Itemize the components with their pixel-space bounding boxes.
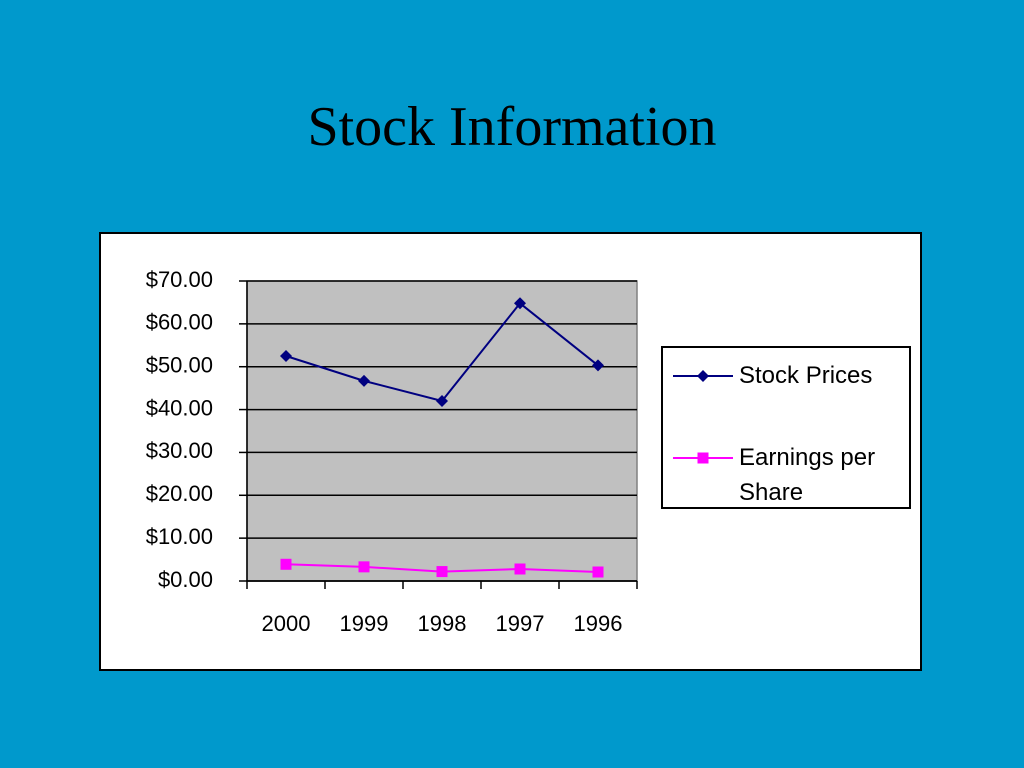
x-tick-label: 1997 bbox=[496, 611, 545, 636]
y-tick-label: $60.00 bbox=[146, 310, 213, 335]
legend-entry: Stock Prices bbox=[673, 358, 909, 393]
marker bbox=[592, 566, 604, 578]
legend: Stock Prices Earnings per Share bbox=[661, 346, 911, 509]
y-tick-label: $70.00 bbox=[146, 267, 213, 292]
legend-swatch bbox=[673, 370, 733, 382]
legend-swatch bbox=[673, 452, 733, 464]
marker bbox=[358, 374, 370, 387]
marker bbox=[436, 395, 448, 407]
marker bbox=[436, 566, 448, 578]
legend-entry: Earnings per Share bbox=[673, 440, 909, 510]
marker bbox=[280, 558, 292, 570]
y-tick-label: $50.00 bbox=[146, 353, 213, 378]
slide-title: Stock Information bbox=[307, 96, 717, 158]
marker bbox=[697, 370, 709, 382]
x-tick-label: 1998 bbox=[418, 611, 467, 636]
y-tick-label: $10.00 bbox=[146, 524, 213, 549]
legend-label: Earnings per Share bbox=[739, 444, 876, 506]
x-tick-label: 2000 bbox=[262, 611, 311, 636]
marker bbox=[697, 452, 709, 464]
marker bbox=[280, 350, 292, 362]
marker bbox=[514, 563, 526, 575]
marker bbox=[592, 359, 604, 372]
y-tick-label: $20.00 bbox=[146, 481, 213, 506]
marker bbox=[514, 297, 526, 310]
y-tick-label: $40.00 bbox=[146, 395, 213, 420]
legend-label: Stock Prices bbox=[739, 362, 873, 389]
y-tick-label: $0.00 bbox=[158, 567, 213, 592]
y-tick-label: $30.00 bbox=[146, 438, 213, 463]
x-tick-label: 1999 bbox=[340, 611, 389, 636]
marker bbox=[358, 561, 370, 573]
x-tick-label: 1996 bbox=[574, 611, 623, 636]
plot-area bbox=[246, 280, 638, 582]
